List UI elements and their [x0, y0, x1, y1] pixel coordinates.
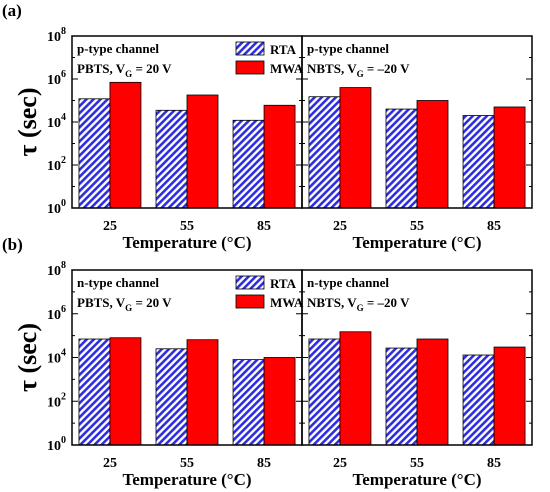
- channel-label: n-type channel: [77, 275, 159, 290]
- bar-rta-25: [78, 338, 111, 446]
- y-tick-label: 104: [47, 112, 66, 131]
- x-tick-label: 85: [487, 456, 501, 471]
- y-tick-label: 108: [47, 26, 66, 45]
- x-axis-label: Temperature (°C): [122, 470, 251, 489]
- y-axis-label: τ (sec): [13, 88, 42, 157]
- y-tick-label: 104: [47, 348, 66, 367]
- x-tick-label: 55: [180, 456, 194, 471]
- panel-label: (b): [2, 235, 23, 254]
- channel-label: n-type channel: [307, 275, 389, 290]
- panel-label: (a): [2, 1, 22, 20]
- stress-label: NBTS, VG = –20 V: [307, 61, 410, 79]
- bar-mwa-25: [339, 331, 372, 446]
- bar-rta-55: [155, 348, 188, 446]
- bar-mwa-25: [109, 81, 142, 209]
- y-tick-label: 102: [47, 155, 66, 174]
- bar-mwa-55: [186, 339, 219, 446]
- channel-label: p-type channel: [307, 41, 389, 56]
- x-tick-label: 85: [257, 456, 271, 471]
- bar-mwa-85: [493, 346, 526, 446]
- channel-label: p-type channel: [77, 41, 159, 56]
- x-tick-label: 25: [103, 456, 117, 471]
- bar-rta-55: [155, 109, 188, 209]
- bar-mwa-85: [493, 106, 526, 209]
- y-tick-label: 100: [47, 435, 66, 454]
- stress-label: PBTS, VG = 20 V: [77, 61, 172, 79]
- chart-layer: 25 55 85 100 102 104 106 108 p-type channel PBTS,…: [2, 1, 533, 489]
- bar-rta-55: [385, 108, 418, 209]
- bar-rta-25: [78, 98, 111, 209]
- x-axis-label: Temperature (°C): [122, 233, 251, 252]
- legend-label-rta: RTA: [270, 42, 297, 57]
- x-tick-label: 25: [333, 219, 347, 234]
- bar-rta-85: [232, 359, 265, 446]
- x-axis-label: Temperature (°C): [352, 470, 481, 489]
- bar-mwa-55: [416, 338, 449, 446]
- x-tick-label: 55: [410, 456, 424, 471]
- legend-swatch-mwa: [235, 294, 265, 309]
- bar-rta-85: [462, 115, 495, 209]
- bar-mwa-25: [109, 337, 142, 446]
- stress-label: PBTS, VG = 20 V: [77, 295, 172, 313]
- bar-mwa-55: [186, 94, 219, 209]
- bar-rta-25: [308, 338, 341, 446]
- x-tick-label: 25: [333, 456, 347, 471]
- x-tick-label: 25: [103, 219, 117, 234]
- y-axis-label: τ (sec): [13, 323, 42, 392]
- bar-mwa-85: [263, 104, 296, 209]
- bar-mwa-25: [339, 87, 372, 209]
- legend-swatch-mwa: [235, 60, 265, 75]
- bar-rta-85: [462, 354, 495, 446]
- bar-rta-85: [232, 119, 265, 209]
- bar-rta-25: [308, 96, 341, 209]
- panel-4: 25 55 85 n-type channel NBTS, VG = –20 V Temp…: [301, 269, 533, 489]
- bar-mwa-85: [263, 357, 296, 446]
- y-tick-label: 102: [47, 391, 66, 410]
- bar-rta-55: [385, 347, 418, 446]
- y-tick-label: 106: [47, 304, 66, 323]
- x-axis-label: Temperature (°C): [352, 233, 481, 252]
- y-tick-label: 108: [47, 260, 66, 279]
- x-tick-label: 85: [257, 219, 271, 234]
- legend-label-mwa: MWA: [270, 295, 304, 310]
- panel-1: 25 55 85 100 102 104 106 108 p-type channel PBTS,…: [2, 1, 304, 252]
- panel-3: 25 55 85 100 102 104 106 108 n-type channel PBTS,…: [2, 235, 304, 489]
- legend-swatch-rta: [235, 275, 265, 290]
- legend-swatch-rta: [235, 41, 265, 56]
- x-tick-label: 85: [487, 219, 501, 234]
- legend-label-rta: RTA: [270, 276, 297, 291]
- stress-label: NBTS, VG = –20 V: [307, 295, 410, 313]
- bar-mwa-55: [416, 100, 449, 209]
- y-tick-label: 106: [47, 69, 66, 88]
- panel-2: 25 55 85 p-type channel NBTS, VG = –20 V Temp…: [301, 35, 533, 252]
- y-tick-label: 100: [47, 198, 66, 217]
- legend-label-mwa: MWA: [270, 61, 304, 76]
- x-tick-label: 55: [180, 219, 194, 234]
- x-tick-label: 55: [410, 219, 424, 234]
